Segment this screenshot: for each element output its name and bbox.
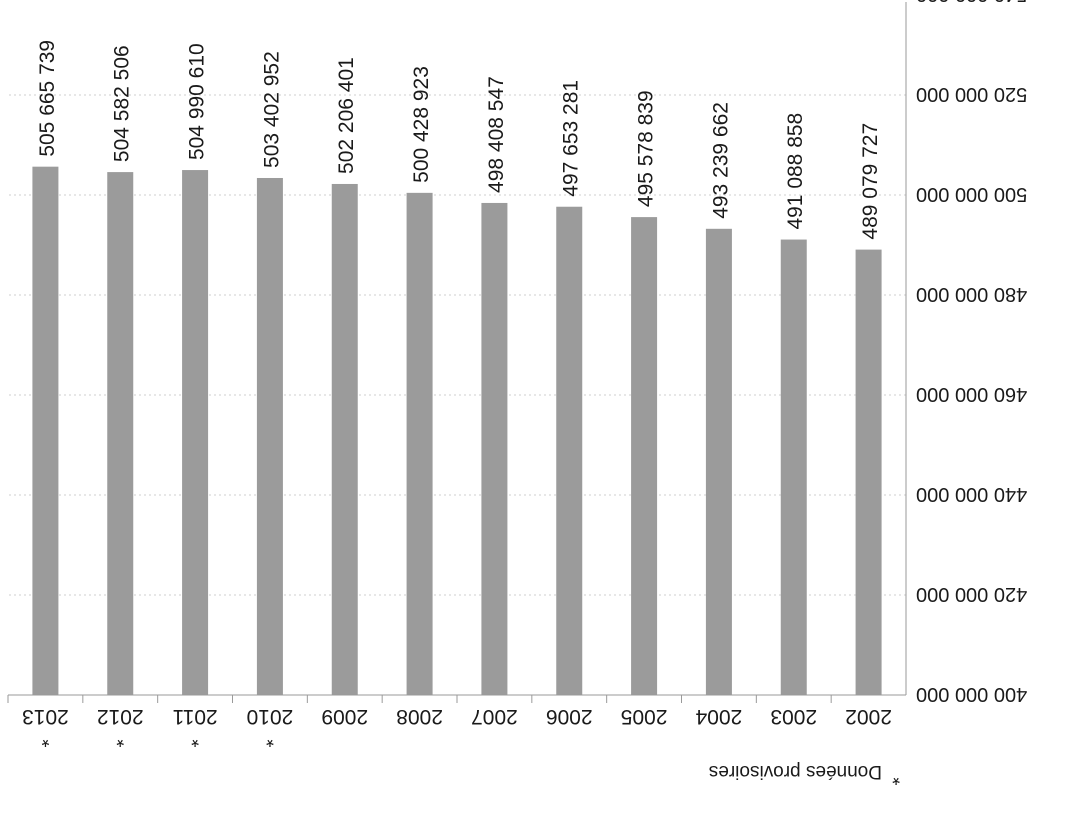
data-label: 493 239 662 (709, 102, 732, 219)
x-tick-label: 2013 (22, 705, 69, 728)
data-label: 503 402 952 (260, 51, 283, 168)
note-text: Données provisoires (709, 761, 882, 782)
x-tick-label: 2002 (845, 705, 892, 728)
bar-2003 (780, 239, 807, 695)
provisional-marker: * (41, 728, 49, 750)
bar-2005 (631, 217, 658, 695)
y-tick-label: 460 000 000 (916, 383, 1027, 405)
x-tick-label: 2008 (396, 705, 443, 728)
data-label: 504 990 610 (186, 43, 209, 160)
data-label: 498 408 547 (485, 76, 508, 193)
gridlines (8, 94, 906, 596)
x-tick-label: 2003 (770, 705, 817, 728)
x-tick-label: 2006 (546, 705, 593, 728)
bar-2009 (331, 183, 358, 695)
y-tick-label: 540 000 000 (916, 0, 1027, 5)
bar-2006 (556, 206, 583, 695)
bars (32, 166, 882, 695)
data-label: 495 578 839 (635, 90, 658, 207)
x-tick-label: 2009 (321, 705, 368, 728)
bar-2013 (32, 166, 59, 695)
data-label: 504 582 506 (111, 45, 134, 162)
bar-2008 (406, 192, 433, 695)
x-tick-label: 2004 (695, 705, 742, 728)
x-tick-label: 2007 (471, 705, 518, 728)
x-tick-label: 2010 (247, 705, 294, 728)
labels: 400 000 000 420 000 000 440 000 000 460 000… (22, 0, 1027, 788)
y-tick-label: 440 000 000 (916, 483, 1027, 505)
y-tick-label: 400 000 000 (916, 683, 1027, 705)
note-marker: * (892, 766, 900, 788)
bar-2012 (107, 172, 134, 695)
data-label: 502 206 401 (335, 57, 358, 174)
bar-2007 (481, 202, 508, 695)
axes (7, 2, 907, 703)
x-tick-label: 2011 (172, 705, 217, 728)
data-label: 491 088 858 (784, 113, 807, 230)
data-label: 505 665 739 (36, 40, 59, 157)
x-tick-label: 2012 (97, 705, 144, 728)
bar-2002 (855, 249, 882, 695)
provisional-marker: * (116, 728, 124, 750)
bar-2010 (256, 177, 283, 695)
data-label: 500 428 923 (410, 66, 433, 183)
y-tick-label: 480 000 000 (916, 283, 1027, 305)
data-label: 489 079 727 (859, 123, 882, 240)
y-tick-label: 520 000 000 (916, 83, 1027, 105)
provisional-marker: * (191, 728, 199, 750)
bar-2011 (182, 170, 209, 695)
y-tick-label: 500 000 000 (916, 183, 1027, 205)
data-label: 497 653 281 (560, 80, 583, 197)
provisional-marker: * (266, 728, 274, 750)
bar-2004 (705, 228, 732, 695)
x-tick-label: 2005 (621, 705, 668, 728)
y-tick-label: 420 000 000 (916, 583, 1027, 605)
